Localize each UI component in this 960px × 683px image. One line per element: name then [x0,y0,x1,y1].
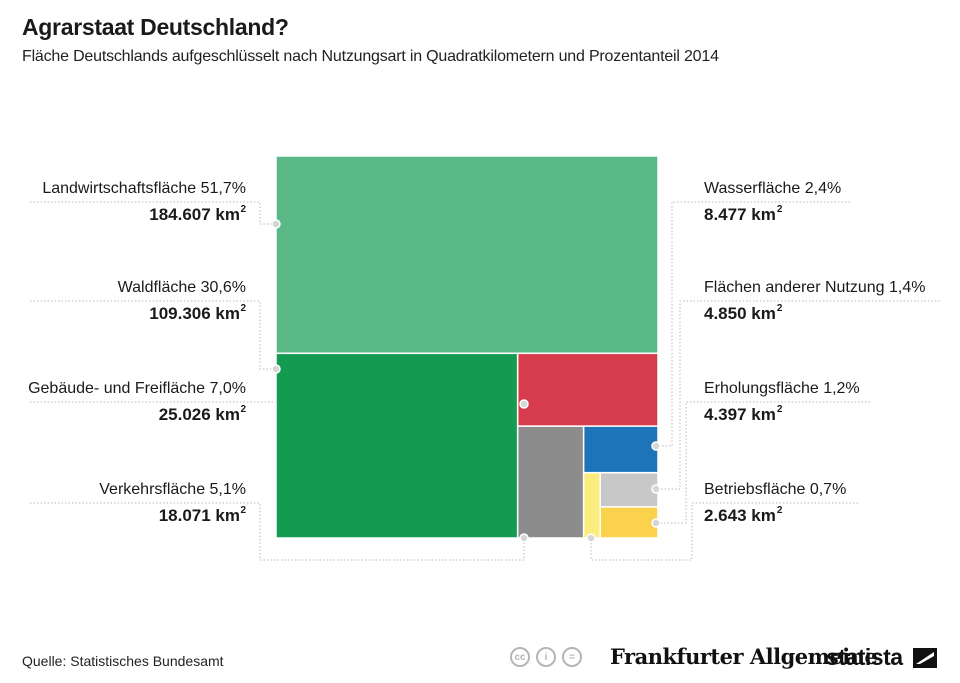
statista-mark-icon [913,648,937,668]
statista-logo: statista [826,644,903,670]
label-sup-1: 2 [240,204,246,215]
label-sup-6: 2 [777,303,783,314]
connector-dot-8 [586,533,596,543]
treemap-rectangles [275,155,659,539]
connector-dot-1 [271,219,281,229]
license-icons: cc i = [510,647,582,667]
label-value-4: 18.071 km [159,506,240,525]
label-value-8: 2.643 km [704,506,776,525]
treemap-rect-1 [275,155,659,355]
cc-icon: cc [510,647,530,667]
label-sup-3: 2 [240,404,246,415]
treemap-labels: Landwirtschaftsfläche 51,7%184.607 km 2Wa… [28,180,925,525]
label-sup-2: 2 [240,303,246,314]
connector-line-6 [656,300,940,490]
treemap-chart: Landwirtschaftsfläche 51,7%184.607 km 2Wa… [28,155,940,561]
connector-dot-5 [651,441,661,451]
connector-dot-3 [519,399,529,409]
label-name-2: Waldfläche 30,6% [118,279,246,296]
connector-line-5 [656,201,850,447]
treemap-rect-5 [582,425,659,474]
label-sup-8: 2 [777,505,783,516]
connector-line-7 [656,401,870,524]
label-name-4: Verkehrsfläche 5,1% [99,481,246,498]
treemap-rect-6 [599,471,659,508]
label-name-7: Erholungsfläche 1,2% [704,380,860,397]
treemap-rect-8 [582,471,601,539]
connector-line-2 [30,300,276,370]
connector-dot-6 [651,484,661,494]
chart-title: Agrarstaat Deutschland? [22,14,289,40]
connector-dot-2 [271,364,281,374]
label-sup-7: 2 [777,404,783,415]
connector-line-4 [30,502,525,561]
treemap-rect-7 [599,506,659,539]
label-sup-4: 2 [240,505,246,516]
label-value-6: 4.850 km [704,304,776,323]
label-name-6: Flächen anderer Nutzung 1,4% [704,279,925,296]
nd-icon: = [562,647,582,667]
source-note: Quelle: Statistisches Bundesamt [22,653,224,669]
label-name-3: Gebäude- und Freifläche 7,0% [28,380,246,397]
publisher-logo: Frankfurter Allgemeine [610,644,878,669]
label-value-5: 8.477 km [704,205,776,224]
chart-subtitle: Fläche Deutschlands aufgeschlüsselt nach… [22,48,719,65]
connector-dots [271,219,661,543]
label-sup-5: 2 [777,204,783,215]
connector-dot-4 [519,533,529,543]
label-value-1: 184.607 km [149,205,240,224]
connector-line-1 [30,201,276,225]
label-value-3: 25.026 km [159,405,240,424]
label-value-2: 109.306 km [149,304,240,323]
by-icon: i [536,647,556,667]
label-name-1: Landwirtschaftsfläche 51,7% [42,180,246,197]
label-name-8: Betriebsfläche 0,7% [704,481,846,498]
treemap-rect-2 [275,352,519,539]
label-name-5: Wasserfläche 2,4% [704,180,841,197]
connector-dot-7 [651,518,661,528]
label-value-7: 4.397 km [704,405,776,424]
treemap-rect-4 [516,425,585,539]
treemap-rect-3 [516,352,659,427]
